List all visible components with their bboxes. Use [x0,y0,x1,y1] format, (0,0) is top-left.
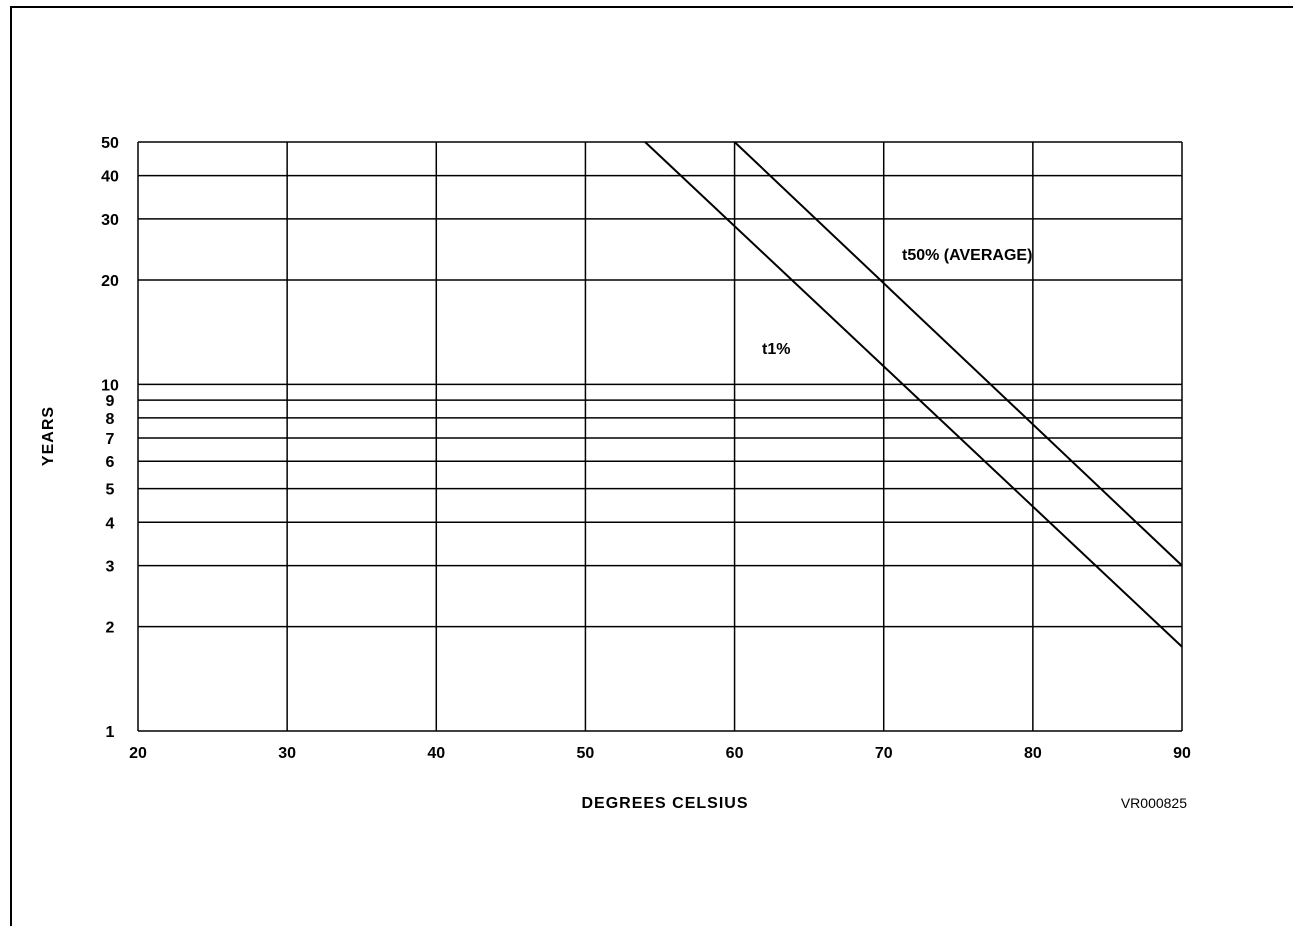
y-tick-label: 9 [106,393,115,410]
figure-code: VR000825 [1121,795,1187,811]
series-line-t50 [733,141,1183,567]
y-tick-label: 30 [101,212,119,229]
x-tick-label: 90 [1173,745,1191,762]
x-tick-label: 50 [577,745,595,762]
y-tick-label: 10 [101,377,119,394]
series-label-t1: t1% [762,341,790,358]
x-tick-label: 30 [278,745,296,762]
x-tick-labels: 20 30 40 50 60 70 80 90 [129,745,1191,762]
y-tick-label: 6 [106,454,115,471]
x-tick-label: 80 [1024,745,1042,762]
y-tick-label: 7 [106,431,115,448]
x-tick-label: 70 [875,745,893,762]
x-axis-label: DEGREES CELSIUS [581,795,748,812]
y-tick-label: 1 [106,724,115,741]
grid [137,141,1183,732]
x-tick-label: 40 [427,745,445,762]
figure-frame [10,6,1293,926]
x-tick-label: 20 [129,745,147,762]
y-tick-label: 8 [106,411,115,428]
y-tick-label: 5 [106,482,115,499]
y-tick-label: 40 [101,169,119,186]
y-tick-label: 4 [106,515,115,532]
y-tick-label: 50 [101,135,119,152]
y-axis-label: YEARS [40,406,57,466]
y-tick-label: 2 [106,620,115,637]
y-tick-label: 20 [101,273,119,290]
x-tick-label: 60 [726,745,744,762]
series-label-t50: t50% (AVERAGE) [902,247,1032,264]
y-tick-label: 3 [106,559,115,576]
series-lines [644,141,1183,648]
series-line-t1 [644,141,1183,648]
